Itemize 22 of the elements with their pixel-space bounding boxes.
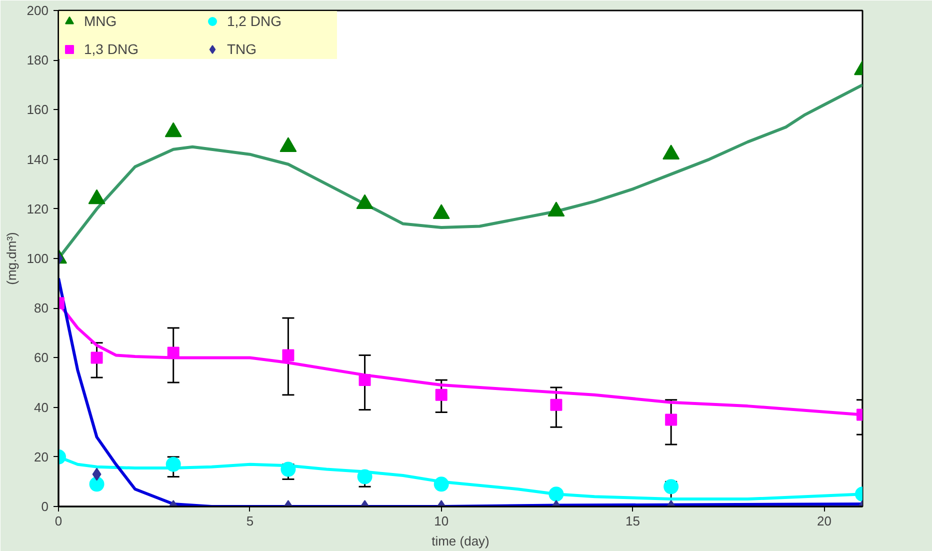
x-tick-label: 10 — [434, 514, 449, 528]
y-tick-label: 160 — [26, 102, 49, 118]
legend-label: MNG — [84, 13, 118, 29]
x-tick-label: 15 — [626, 514, 640, 528]
y-tick-label: 40 — [34, 400, 49, 415]
x-tick-label: 20 — [816, 514, 832, 528]
x-tick-label: 5 — [246, 514, 254, 528]
legend-label: 1,3 DNG — [84, 41, 140, 57]
y-tick-label: 60 — [34, 350, 49, 366]
y-tick-label: 20 — [34, 449, 49, 464]
y-tick-label: 180 — [26, 52, 49, 68]
y-axis-title: (mg.dm³) — [4, 232, 19, 285]
y-tick-label: 200 — [26, 3, 49, 18]
x-axis-title: time (day) — [432, 534, 490, 548]
y-tick-label: 120 — [26, 201, 49, 216]
x-tick-label: 0 — [54, 514, 62, 528]
y-tick-label: 140 — [26, 152, 49, 167]
y-tick-label: 100 — [26, 251, 49, 266]
legend-label: 1,2 DNG — [227, 13, 282, 29]
legend-label: TNG — [227, 41, 258, 57]
y-tick-label: 80 — [34, 300, 49, 316]
y-tick-label: 0 — [41, 499, 49, 514]
